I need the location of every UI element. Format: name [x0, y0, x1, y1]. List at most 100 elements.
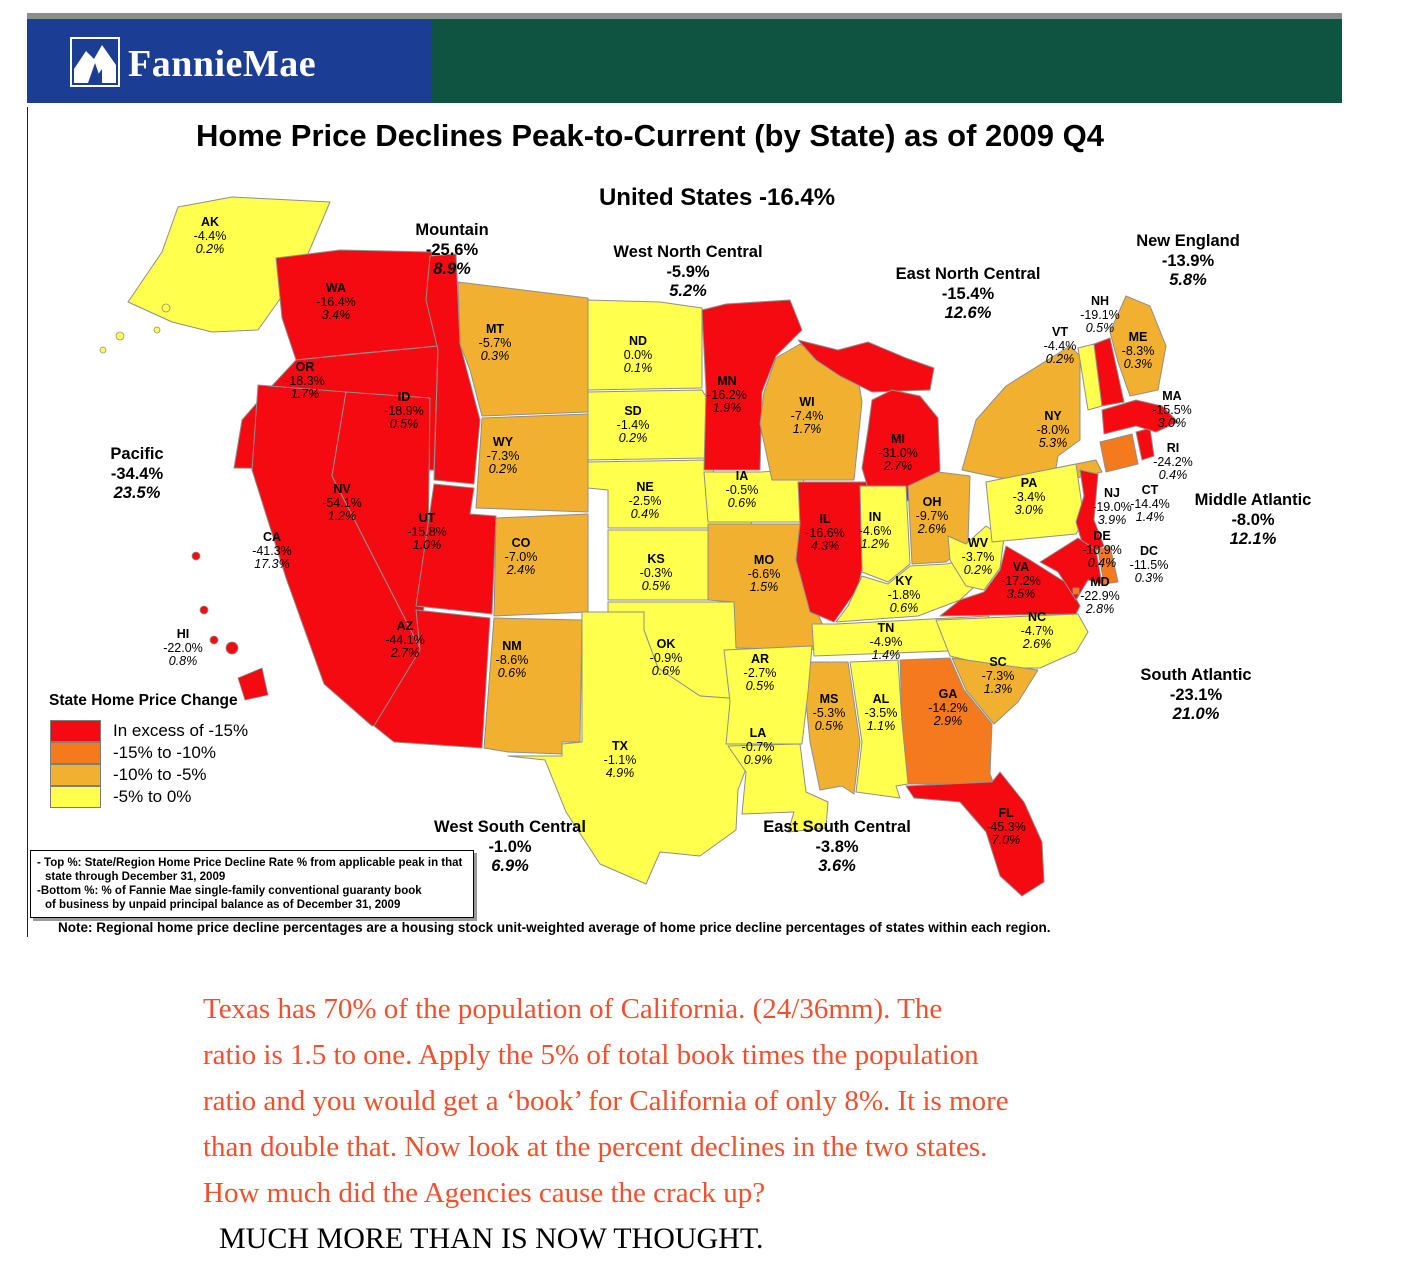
state-label-ri: RI -24.2% 0.4%	[1153, 441, 1193, 482]
commentary-text: Texas has 70% of the population of Calif…	[203, 986, 1233, 1216]
region-label-ne: New England -13.9% 5.8%	[1136, 232, 1240, 289]
state-shape-tx	[507, 611, 757, 885]
state-shape-de	[1097, 545, 1119, 585]
region-label-wsc: West South Central -1.0% 6.9%	[434, 818, 586, 875]
state-shape-fl	[905, 771, 1045, 897]
state-shape-ma	[1101, 399, 1179, 435]
state-label-dc: DC -11.5% 0.3%	[1129, 544, 1169, 585]
legend-swatch-icon	[50, 742, 101, 764]
state-label-ia: IA -0.5% 0.6%	[725, 469, 759, 510]
state-label-ky: KY -1.8% 0.6%	[887, 574, 921, 615]
island-shape	[1072, 587, 1080, 595]
region-label-pacific: Pacific -34.4% 23.5%	[110, 445, 164, 502]
state-label-ne: NE -2.5% 0.4%	[628, 480, 662, 521]
state-label-sd: SD -1.4% 0.2%	[616, 404, 650, 445]
commentary-line: How much did the Agencies cause the crac…	[203, 1177, 766, 1209]
region-label-enc: East North Central -15.4% 12.6%	[895, 265, 1041, 322]
state-label-wv: WV -3.7% 0.2%	[961, 536, 995, 577]
state-shape-nc	[935, 613, 1089, 669]
state-label-sc: SC -7.3% 1.3%	[981, 655, 1015, 696]
state-label-nj: NJ -19.0% 3.9%	[1092, 486, 1132, 527]
note-text: Note: Regional home price decline percen…	[58, 920, 1051, 935]
commentary-line: Texas has 70% of the population of Calif…	[203, 993, 943, 1025]
state-shape-ri	[1135, 427, 1155, 461]
state-label-ca: CA -41.3% 17.3%	[252, 530, 292, 571]
legend-item: -15% to -10%	[50, 742, 248, 764]
footnote-box: - Top %: State/Region Home Price Decline…	[30, 850, 474, 918]
header-green-bar	[432, 19, 1342, 103]
state-shape-nh	[1093, 337, 1125, 407]
state-label-me: ME -8.3% 0.3%	[1121, 330, 1155, 371]
island-shape	[209, 635, 219, 645]
fannie-mae-logo-icon	[70, 37, 120, 87]
state-label-ok: OK -0.9% 0.6%	[649, 637, 683, 678]
footnote-line: -Bottom %: % of Fannie Mae single-family…	[37, 885, 422, 897]
state-label-ma: MA -15.5% 3.0%	[1152, 389, 1192, 430]
island-shape	[99, 346, 107, 354]
state-label-oh: OH -9.7% 2.6%	[915, 495, 949, 536]
island-shape	[191, 551, 201, 561]
state-label-nd: ND 0.0% 0.1%	[623, 334, 653, 375]
state-shape-md	[1039, 537, 1103, 601]
state-label-wy: WY -7.3% 0.2%	[486, 435, 520, 476]
state-label-mo: MO -6.6% 1.5%	[747, 553, 781, 594]
state-shape-ut	[415, 483, 497, 615]
state-label-pa: PA -3.4% 3.0%	[1012, 476, 1046, 517]
legend-item: In excess of -15%	[50, 720, 248, 742]
state-label-il: IL -16.6% 4.3%	[805, 512, 845, 553]
island-shape	[161, 303, 171, 313]
state-shape-sc	[951, 657, 1039, 725]
state-shape-nd	[587, 299, 703, 391]
footnote-line: of business by unpaid principal balance …	[45, 899, 401, 911]
state-shape-nm	[483, 617, 583, 755]
state-label-nh: NH -19.1% 0.5%	[1080, 294, 1120, 335]
region-label-ma: Middle Atlantic -8.0% 12.1%	[1194, 491, 1312, 548]
island-shape	[225, 641, 239, 655]
brand-wordmark: FannieMae	[128, 43, 317, 85]
commentary-line: ratio and you would get a ‘book’ for Cal…	[203, 1085, 1009, 1117]
state-shape-mn	[701, 299, 803, 471]
state-label-ut: UT -15.8% 1.0%	[407, 511, 447, 552]
fannie-mae-logo-box: FannieMae	[27, 19, 432, 103]
legend-swatch-icon	[50, 786, 101, 808]
national-average-label: United States -16.4%	[598, 184, 836, 211]
state-shape-id	[425, 253, 481, 485]
state-label-ms: MS -5.3% 0.5%	[812, 692, 846, 733]
state-label-tx: TX -1.1% 4.9%	[603, 739, 637, 780]
region-label-wnc: West North Central -5.9% 5.2%	[613, 243, 763, 300]
state-shape-ct	[1099, 433, 1139, 473]
legend-item: -5% to 0%	[50, 786, 248, 808]
state-label-ar: AR -2.7% 0.5%	[743, 652, 777, 693]
state-shape-wy	[475, 413, 589, 513]
state-label-vt: VT -4.4% 0.2%	[1043, 325, 1077, 366]
state-shape-az	[373, 609, 491, 749]
legend-label: -15% to -10%	[113, 743, 216, 762]
legend-label: -10% to -5%	[113, 765, 207, 784]
footnote-line: state through December 31, 2009	[45, 871, 226, 883]
state-label-co: CO -7.0% 2.4%	[504, 536, 538, 577]
state-label-mi: MI -31.0% 2.7%	[878, 432, 918, 473]
state-label-mn: MN -16.2% 1.9%	[707, 374, 747, 415]
state-shape-la	[727, 743, 829, 833]
state-label-va: VA -17.2% 3.5%	[1001, 560, 1041, 601]
legend-label: In excess of -15%	[113, 721, 249, 740]
island-shape	[199, 605, 209, 615]
state-label-hi: HI -22.0% 0.8%	[163, 627, 203, 668]
legend-item: -10% to -5%	[50, 764, 248, 786]
state-shape-ak	[127, 196, 331, 333]
state-shape-mt	[457, 281, 589, 417]
commentary-line: than double that. Now look at the percen…	[203, 1131, 988, 1163]
state-label-md: MD -22.9% 2.8%	[1080, 575, 1120, 616]
island-shape	[153, 326, 161, 334]
commentary-line: ratio is 1.5 to one. Apply the 5% of tot…	[203, 1039, 979, 1071]
state-label-in: IN -4.6% 1.2%	[858, 510, 892, 551]
state-label-nv: NV -54.1% 1.2%	[322, 482, 362, 523]
state-label-ct: CT -14.4% 1.4%	[1130, 483, 1170, 524]
state-shape-al	[849, 659, 909, 799]
state-label-ak: AK -4.4% 0.2%	[193, 215, 227, 256]
region-label-sa: South Atlantic -23.1% 21.0%	[1140, 666, 1252, 723]
state-label-wa: WA -16.4% 3.4%	[316, 281, 356, 322]
legend-title: State Home Price Change	[49, 692, 238, 709]
